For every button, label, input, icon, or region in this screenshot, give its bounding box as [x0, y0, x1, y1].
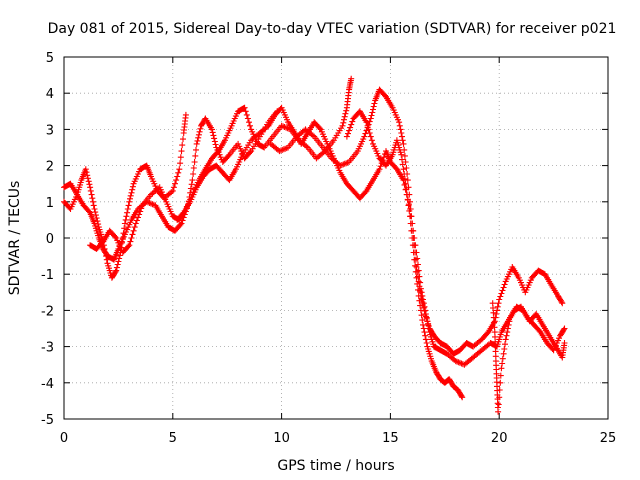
- y-tick-label: 5: [46, 51, 54, 66]
- x-tick-label: 0: [60, 431, 68, 446]
- y-axis-title: SDTVAR / TECUs: [7, 181, 23, 296]
- y-tick-label: 2: [46, 160, 54, 175]
- y-tick-label: 3: [46, 123, 54, 138]
- axis-ticks: [63, 56, 609, 420]
- y-tick-label: 1: [46, 196, 54, 211]
- data-points: [61, 75, 568, 415]
- x-tick-label: 10: [273, 431, 290, 446]
- series-markers: [489, 300, 568, 415]
- y-tick-label: -1: [41, 268, 54, 283]
- y-tick-label: 4: [46, 87, 54, 102]
- x-tick-label: 15: [382, 431, 399, 446]
- y-tick-label: -4: [41, 377, 54, 392]
- series-track-6: [343, 108, 466, 401]
- series-track-2: [61, 108, 281, 263]
- x-tick-label: 20: [491, 431, 508, 446]
- y-tick-label: 0: [46, 232, 54, 247]
- chart-title: Day 081 of 2015, Sidereal Day-to-day VTE…: [48, 21, 617, 37]
- series-markers: [61, 108, 281, 263]
- x-tick-label: 5: [169, 431, 177, 446]
- series-track-7: [489, 300, 568, 415]
- x-tick-label: 25: [600, 431, 617, 446]
- x-tick-labels: 0 5 10 15 20 25: [60, 431, 616, 446]
- series-markers: [343, 108, 466, 401]
- y-tick-label: -3: [41, 341, 54, 356]
- y-tick-labels: -5 -4 -3 -2 -1 0 1 2 3 4 5: [41, 51, 54, 428]
- y-tick-label: -2: [41, 304, 54, 319]
- x-axis-title: GPS time / hours: [277, 458, 394, 474]
- y-tick-label: -5: [41, 413, 54, 428]
- grid: [64, 57, 608, 419]
